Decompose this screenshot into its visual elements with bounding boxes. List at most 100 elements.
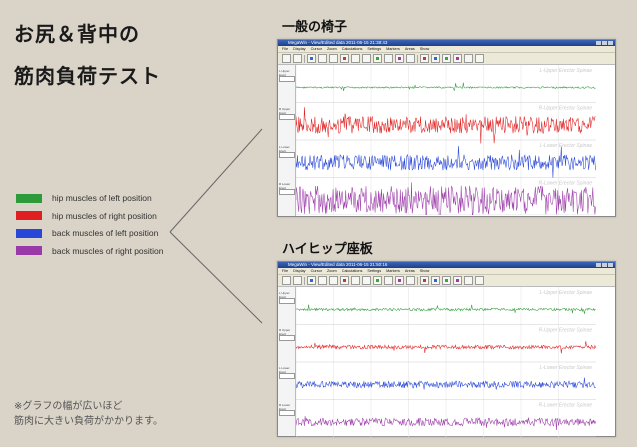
maximize-button[interactable]	[602, 263, 607, 267]
channel-scale-box[interactable]	[279, 409, 295, 416]
channel-name: L-Upper Erector Spinae	[539, 290, 592, 296]
menu-item[interactable]: Areas	[404, 269, 415, 273]
menu-bar: File Display Cursor Zoom Calculations Setting…	[278, 46, 615, 53]
marker-icon[interactable]	[340, 54, 349, 63]
window-titlebar[interactable]: MegaWin - View/Edited data 2011-06-15 21…	[278, 40, 615, 46]
menu-item[interactable]: Cursor	[310, 47, 322, 51]
menu-item[interactable]: File	[282, 47, 289, 51]
menu-item[interactable]: Display	[293, 47, 306, 51]
menu-item[interactable]: Zoom	[326, 269, 337, 273]
show-icon[interactable]	[395, 276, 404, 285]
legend-swatch	[16, 246, 42, 255]
legend-swatch	[16, 211, 42, 220]
channel-scale-box[interactable]	[279, 372, 295, 379]
channel-icon[interactable]	[475, 276, 484, 285]
window-title: MegaWin - View/Edited data 2011-06-15 21…	[288, 40, 388, 45]
save-icon[interactable]	[293, 276, 302, 285]
menu-item[interactable]: Zoom	[326, 47, 337, 51]
channel-icon[interactable]	[431, 54, 440, 63]
toolbar	[278, 53, 615, 65]
channel-icon[interactable]	[420, 54, 429, 63]
emg-trace	[296, 145, 596, 178]
menu-item[interactable]: Calculations	[341, 269, 363, 273]
area-icon[interactable]	[384, 54, 393, 63]
channel-scale-box[interactable]	[279, 113, 295, 120]
calc-icon[interactable]	[362, 276, 371, 285]
channel-icon[interactable]	[442, 276, 451, 285]
menu-item[interactable]: Cursor	[310, 269, 322, 273]
channel-name: R-Lower Erector Spinae	[539, 403, 593, 409]
channel-icon[interactable]	[464, 54, 473, 63]
close-button[interactable]	[608, 41, 613, 45]
maximize-button[interactable]	[602, 41, 607, 45]
channel-scale-box[interactable]	[279, 189, 295, 196]
menu-item[interactable]: Settings	[367, 269, 382, 273]
channel-icon[interactable]	[453, 276, 462, 285]
grid-icon[interactable]	[351, 54, 360, 63]
menu-item[interactable]: Calculations	[341, 47, 363, 51]
open-file-icon[interactable]	[282, 276, 291, 285]
menu-item[interactable]: Settings	[367, 47, 382, 51]
channel-scale-box[interactable]	[279, 335, 295, 342]
print-icon[interactable]	[406, 276, 415, 285]
footnote-line2: 筋肉に大きい負荷がかかります。	[14, 416, 163, 427]
open-file-icon[interactable]	[282, 54, 291, 63]
close-button[interactable]	[608, 263, 613, 267]
channel-icon[interactable]	[420, 276, 429, 285]
save-icon[interactable]	[293, 54, 302, 63]
channel-scale-box[interactable]	[279, 298, 295, 304]
minimize-button[interactable]	[596, 41, 601, 45]
menu-item[interactable]: Show	[419, 47, 430, 51]
legend-swatch	[16, 193, 42, 203]
channel-side-label: L Upper Erect	[279, 69, 290, 77]
zoom-in-icon[interactable]	[307, 276, 316, 285]
channel-icon[interactable]	[453, 54, 462, 63]
footnote-line1: ※グラフの幅が広いほど	[14, 401, 123, 412]
window-title: MegaWin - View/Edited data 2011-06-15 21…	[288, 262, 388, 267]
menu-item[interactable]: File	[282, 269, 289, 273]
channel-side-label: L Lower Erect	[279, 365, 290, 374]
channel-icon[interactable]	[464, 276, 473, 285]
legend-label: hip muscles of right position	[52, 210, 157, 221]
zoom-out-icon[interactable]	[318, 54, 327, 63]
settings-icon[interactable]	[373, 276, 382, 285]
menu-item[interactable]: Show	[419, 269, 430, 273]
zoom-out-icon[interactable]	[318, 276, 327, 285]
channel-side-label: R Upper Erect	[279, 106, 291, 115]
menu-item[interactable]: Display	[293, 269, 306, 273]
settings-icon[interactable]	[373, 54, 382, 63]
minimize-button[interactable]	[596, 263, 601, 267]
cursor-icon[interactable]	[329, 276, 338, 285]
menu-item[interactable]: Areas	[404, 47, 415, 51]
legend-label: back muscles of right position	[52, 245, 164, 256]
emg-trace	[296, 304, 596, 314]
channel-name: L-Lower Erector Spinae	[539, 143, 592, 149]
emg-trace	[296, 341, 596, 354]
emg-trace	[296, 182, 596, 215]
channel-scale-box[interactable]	[279, 76, 295, 82]
calc-icon[interactable]	[362, 54, 371, 63]
channel-scale-box[interactable]	[279, 151, 295, 158]
print-icon[interactable]	[406, 54, 415, 63]
menu-item[interactable]: Markers	[386, 47, 400, 51]
marker-icon[interactable]	[340, 276, 349, 285]
channel-name: R-Upper Erector Spinae	[539, 106, 593, 112]
show-icon[interactable]	[395, 54, 404, 63]
toolbar	[278, 275, 615, 287]
channel-icon[interactable]	[475, 54, 484, 63]
channel-side-label: L Upper Erect	[279, 291, 290, 299]
channel-icon[interactable]	[431, 276, 440, 285]
menu-item[interactable]: Markers	[386, 269, 400, 273]
grid-icon[interactable]	[351, 276, 360, 285]
legend-label: hip muscles of left position	[52, 193, 152, 203]
window-titlebar[interactable]: MegaWin - View/Edited data 2011-06-15 21…	[278, 262, 615, 268]
cursor-icon[interactable]	[329, 54, 338, 63]
channel-side-label: R Upper Erect	[279, 328, 291, 337]
zoom-in-icon[interactable]	[307, 54, 316, 63]
channel-side-label: R Lower Erect	[279, 402, 291, 411]
channel-icon[interactable]	[442, 54, 451, 63]
area-icon[interactable]	[384, 276, 393, 285]
menu-bar: File Display Cursor Zoom Calculations Setting…	[278, 268, 615, 275]
emg-window-high-hip-seat: MegaWin - View/Edited data 2011-06-15 21…	[277, 261, 616, 437]
